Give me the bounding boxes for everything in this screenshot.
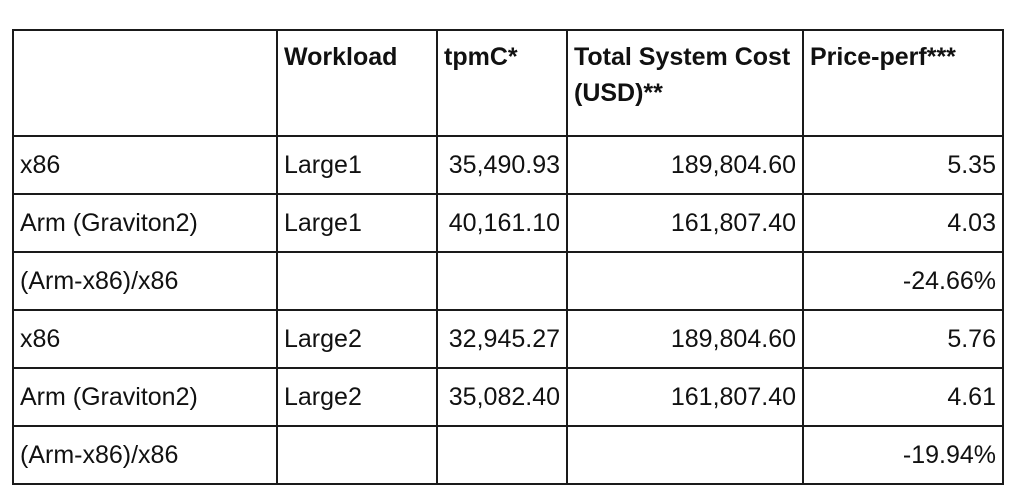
workload-cell: Large2 — [276, 309, 438, 369]
workload-cell — [276, 251, 438, 311]
header-workload: Workload — [276, 29, 438, 137]
table-row: x86 Large2 32,945.27 189,804.60 5.76 — [12, 309, 1004, 369]
row-label: Arm (Graviton2) — [12, 193, 278, 253]
cost-cell: 161,807.40 — [566, 367, 804, 427]
workload-cell: Large1 — [276, 193, 438, 253]
table-row: x86 Large1 35,490.93 189,804.60 5.35 — [12, 135, 1004, 195]
table-row: (Arm-x86)/x86 -19.94% — [12, 425, 1004, 485]
row-label: x86 — [12, 309, 278, 369]
price-perf-cell: 4.03 — [802, 193, 1004, 253]
workload-cell — [276, 425, 438, 485]
workload-cell: Large1 — [276, 135, 438, 195]
row-label: Arm (Graviton2) — [12, 367, 278, 427]
workload-cell: Large2 — [276, 367, 438, 427]
comparison-table: Workload tpmC* Total System Cost (USD)**… — [12, 29, 1004, 485]
table-row: (Arm-x86)/x86 -24.66% — [12, 251, 1004, 311]
table-row: Arm (Graviton2) Large2 35,082.40 161,807… — [12, 367, 1004, 427]
price-perf-cell: -24.66% — [802, 251, 1004, 311]
row-label: (Arm-x86)/x86 — [12, 425, 278, 485]
tpmc-cell — [436, 425, 568, 485]
price-perf-cell: 4.61 — [802, 367, 1004, 427]
tpmc-cell: 32,945.27 — [436, 309, 568, 369]
header-price-perf: Price-perf*** — [802, 29, 1004, 137]
tpmc-cell — [436, 251, 568, 311]
header-row: Workload tpmC* Total System Cost (USD)**… — [12, 29, 1004, 137]
tpmc-cell: 35,082.40 — [436, 367, 568, 427]
price-perf-cell: -19.94% — [802, 425, 1004, 485]
cost-cell: 161,807.40 — [566, 193, 804, 253]
price-perf-cell: 5.35 — [802, 135, 1004, 195]
tpmc-cell: 35,490.93 — [436, 135, 568, 195]
header-tpmc: tpmC* — [436, 29, 568, 137]
cost-cell: 189,804.60 — [566, 135, 804, 195]
row-label: (Arm-x86)/x86 — [12, 251, 278, 311]
cost-cell — [566, 251, 804, 311]
header-empty — [12, 29, 278, 137]
cost-cell — [566, 425, 804, 485]
price-perf-cell: 5.76 — [802, 309, 1004, 369]
header-total-cost: Total System Cost (USD)** — [566, 29, 804, 137]
cost-cell: 189,804.60 — [566, 309, 804, 369]
table-row: Arm (Graviton2) Large1 40,161.10 161,807… — [12, 193, 1004, 253]
tpmc-cell: 40,161.10 — [436, 193, 568, 253]
row-label: x86 — [12, 135, 278, 195]
